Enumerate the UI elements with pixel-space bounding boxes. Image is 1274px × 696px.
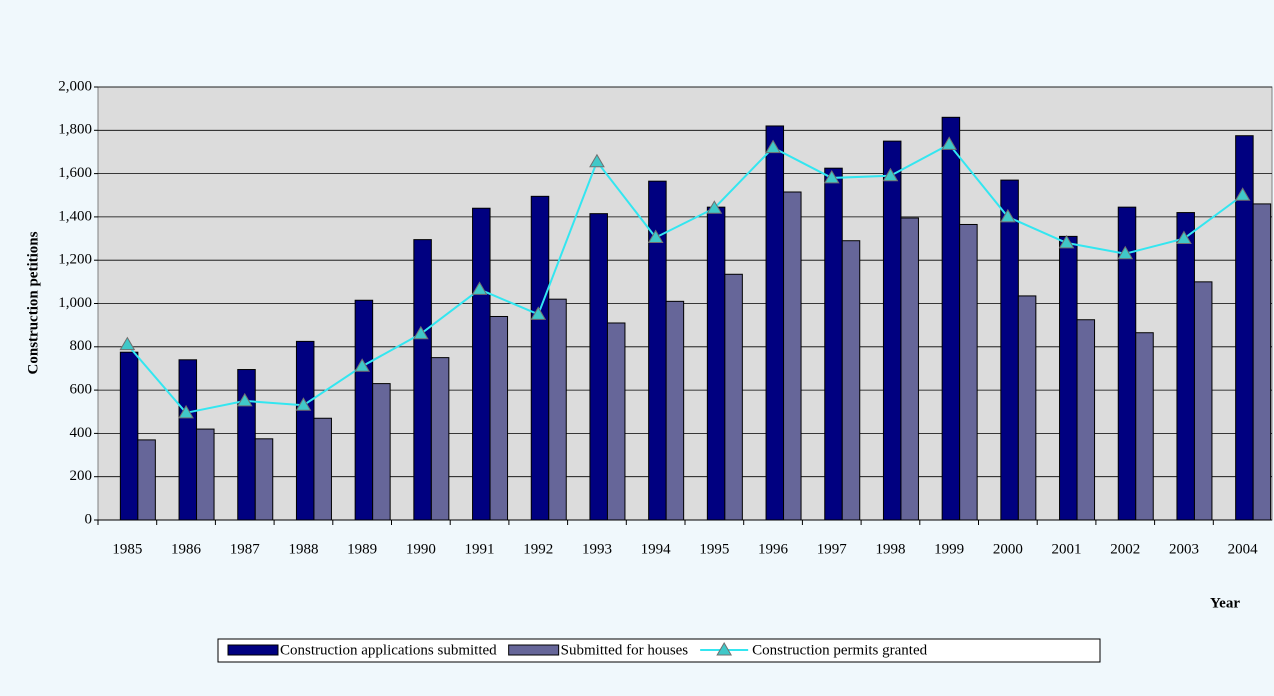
y-tick-label: 800: [70, 338, 93, 354]
marker: [354, 358, 371, 372]
marker: [119, 336, 136, 351]
y-tick-label: 600: [70, 382, 93, 398]
bar: [882, 140, 902, 521]
x-tick-label: 2004: [1228, 541, 1259, 557]
marker: [1234, 187, 1251, 201]
x-tick-label: 1994: [641, 541, 672, 557]
bar: [589, 213, 608, 521]
x-tick-label: 2003: [1169, 541, 1199, 557]
legend-swatch: [716, 642, 733, 656]
bar: [137, 439, 156, 521]
legend-swatch: [227, 644, 279, 656]
x-tick-label: 1990: [406, 541, 436, 557]
y-tick-label: 1,200: [58, 252, 92, 268]
marker: [1117, 245, 1134, 260]
x-tick-label: 1988: [288, 541, 318, 557]
x-tick-label: 1993: [582, 541, 612, 557]
y-tick-label: 1,000: [58, 295, 92, 311]
marker: [1058, 234, 1075, 249]
x-tick-label: 2002: [1110, 541, 1140, 557]
marker: [412, 325, 429, 340]
y-tick-label: 1,800: [58, 122, 92, 138]
legend-swatch: [508, 644, 560, 656]
bar: [1252, 203, 1272, 521]
bar: [354, 299, 374, 521]
bar: [548, 298, 567, 521]
marker: [295, 397, 312, 411]
y-axis-label: Construction petitions: [25, 231, 41, 374]
marker: [589, 153, 605, 168]
bar: [295, 340, 315, 521]
x-tick-label: 1999: [934, 541, 964, 557]
bar: [237, 369, 256, 521]
bar: [413, 239, 432, 521]
x-tick-label: 1991: [465, 541, 495, 557]
y-tick-label: 1,400: [58, 208, 92, 224]
bar: [1000, 179, 1019, 521]
x-tick-label: 2001: [1052, 541, 1082, 557]
bar: [824, 167, 843, 521]
legend-label: Submitted for houses: [561, 642, 689, 658]
marker: [236, 392, 253, 407]
bar: [196, 428, 215, 521]
bar: [606, 322, 626, 521]
bar: [530, 195, 550, 521]
bar: [1176, 212, 1195, 521]
bar: [372, 383, 391, 521]
bar: [489, 315, 509, 521]
marker: [530, 306, 547, 320]
x-axis-label: Year: [1210, 595, 1240, 611]
bar: [430, 357, 450, 521]
marker: [941, 136, 958, 150]
marker: [647, 229, 664, 243]
x-tick-label: 1992: [523, 541, 553, 557]
bar: [119, 351, 139, 521]
marker: [471, 281, 488, 295]
x-tick-label: 1986: [171, 541, 202, 557]
bar: [1193, 281, 1213, 521]
bar: [313, 417, 332, 521]
x-tick-label: 1998: [875, 541, 905, 557]
y-tick-label: 0: [85, 511, 93, 527]
y-tick-label: 400: [70, 425, 93, 441]
bar: [1017, 295, 1037, 521]
bar: [724, 273, 743, 521]
legend: [217, 638, 1101, 663]
y-tick-label: 200: [70, 468, 93, 484]
marker: [765, 139, 781, 154]
x-tick-label: 1985: [112, 541, 142, 557]
bar: [841, 240, 861, 521]
line: [126, 143, 1244, 414]
x-tick-label: 1997: [817, 541, 848, 557]
bar: [665, 300, 685, 521]
marker: [882, 167, 899, 182]
bar: [1076, 319, 1096, 521]
legend-label: Construction permits granted: [752, 642, 927, 658]
bar: [765, 125, 785, 521]
bar: [706, 206, 726, 521]
x-tick-label: 1995: [699, 541, 729, 557]
bar: [959, 223, 978, 521]
bar: [472, 207, 491, 521]
x-tick-label: 1987: [230, 541, 261, 557]
y-tick-label: 1,600: [58, 165, 92, 181]
bar: [178, 359, 198, 521]
marker: [706, 200, 723, 214]
y-tick-label: 2,000: [58, 78, 92, 94]
x-tick-label: 2000: [993, 541, 1023, 557]
bar: [900, 217, 919, 521]
marker: [178, 404, 194, 419]
bar: [254, 438, 274, 521]
marker: [1176, 230, 1192, 245]
legend-label: Construction applications submitted: [280, 642, 497, 658]
marker: [823, 169, 840, 184]
bar: [783, 191, 802, 521]
bar: [941, 116, 961, 521]
marker: [999, 208, 1016, 223]
bar: [1059, 235, 1078, 521]
x-tick-label: 1996: [758, 541, 789, 557]
bar: [1135, 332, 1154, 521]
x-tick-label: 1989: [347, 541, 377, 557]
